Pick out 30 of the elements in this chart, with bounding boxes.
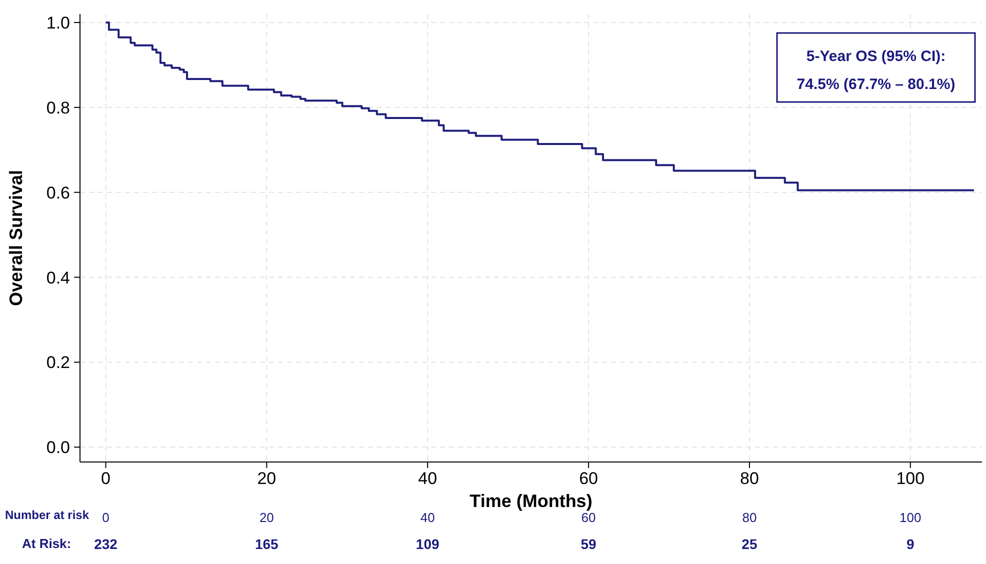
x-tick-label: 60 [579, 469, 598, 488]
x-tick-label: 0 [101, 469, 110, 488]
text: Number at risk [5, 508, 90, 522]
text: 232 [94, 536, 118, 552]
y-axis-title: Overall Survival [6, 170, 26, 306]
y-tick-label: 0.8 [46, 98, 70, 118]
text: 100 [900, 510, 922, 525]
y-tick-label: 0.6 [46, 183, 70, 202]
y-tick-label: 0.2 [46, 353, 70, 372]
text: 60 [581, 510, 596, 525]
x-tick-label: 80 [740, 469, 759, 488]
text: 59 [580, 536, 597, 552]
x-tick-label: 100 [896, 469, 925, 488]
annotation: 74.5% (67.7% – 80.1%) [796, 76, 956, 93]
text: At Risk: [22, 536, 72, 551]
text: 109 [416, 536, 440, 552]
x-axis-title: Time (Months) [470, 491, 592, 511]
text: 0 [102, 510, 110, 525]
x-tick-label: 40 [418, 469, 438, 488]
text: 80 [742, 510, 757, 525]
text: 20 [259, 510, 274, 525]
text: 165 [254, 536, 279, 552]
y-tick-label: 0.4 [46, 268, 70, 288]
x-tick-label: 20 [257, 469, 276, 488]
y-tick-label: 1.0 [46, 13, 70, 32]
text: 9 [906, 536, 914, 552]
text: 25 [742, 536, 758, 552]
text: 40 [420, 510, 435, 525]
annotation: 5-Year OS (95% CI): [806, 48, 946, 65]
y-tick-label: 0.0 [46, 438, 70, 458]
